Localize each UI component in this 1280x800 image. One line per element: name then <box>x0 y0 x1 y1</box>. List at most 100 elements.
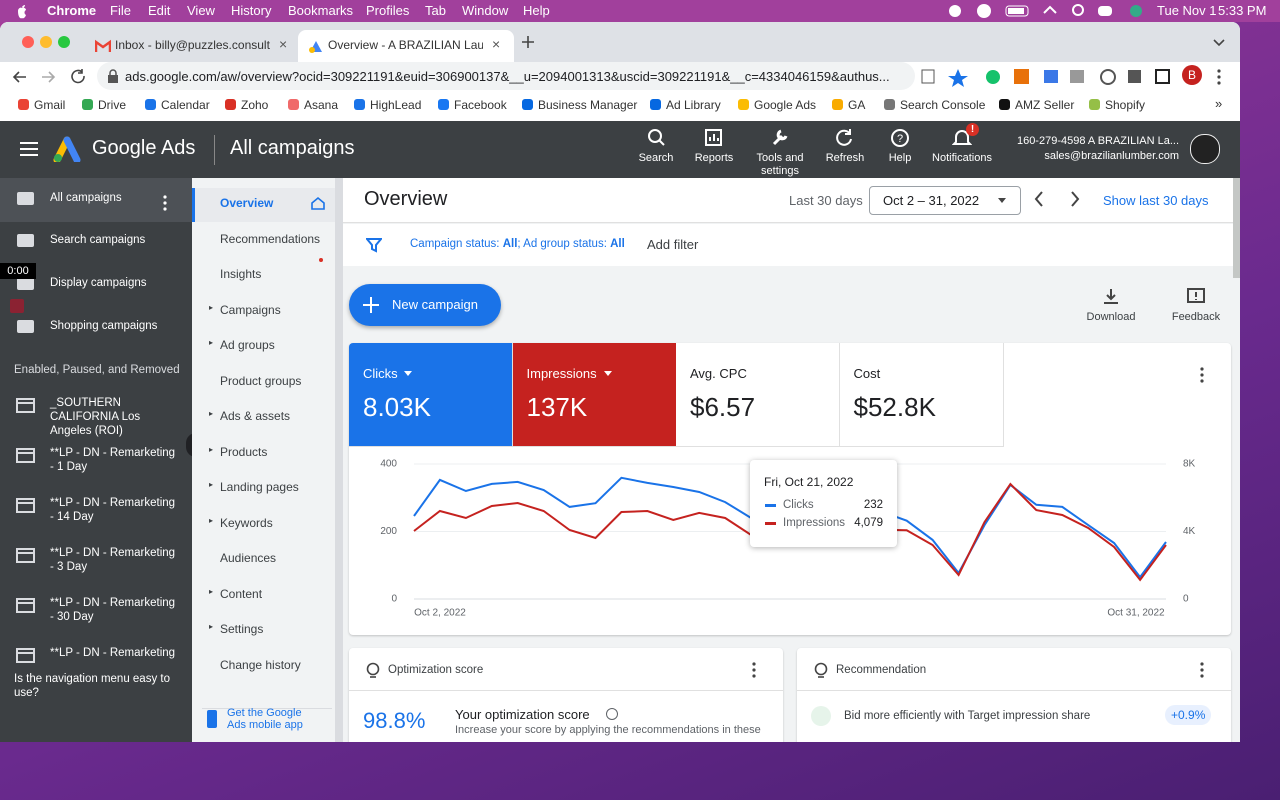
campaign-item[interactable]: **LP - DN - Remarketing - 3 Day <box>50 547 176 573</box>
menu-item[interactable]: Edit <box>148 3 171 18</box>
bookmark[interactable]: Facebook <box>454 98 507 112</box>
new-campaign-button[interactable]: New campaign <box>349 284 501 326</box>
metric-tile[interactable]: Avg. CPC $6.57 <box>676 343 840 447</box>
bookmark-icon <box>438 99 449 110</box>
tool-label[interactable]: Help <box>888 152 912 164</box>
svg-text:?: ? <box>897 133 903 145</box>
help-icon <box>606 708 618 720</box>
metric-value: $52.8K <box>853 392 936 422</box>
tab-close[interactable]: × <box>492 36 501 52</box>
card-menu <box>752 662 756 678</box>
promo-divider <box>202 708 332 709</box>
menu-item[interactable]: History <box>231 3 272 18</box>
page-nav-item[interactable]: Product groups <box>220 374 302 388</box>
rec-text[interactable]: Bid more efficiently with Target impress… <box>844 710 1091 722</box>
profile-button[interactable]: B <box>1182 65 1202 85</box>
expand-arrow: ▸ <box>209 338 214 347</box>
menu-item[interactable]: File <box>110 3 131 18</box>
metric-dropdown <box>603 371 612 376</box>
menu-item[interactable]: Window <box>462 3 509 18</box>
bookmark[interactable]: Search Console <box>900 98 986 112</box>
filter-icon <box>366 238 382 253</box>
menu-item[interactable]: View <box>187 3 215 18</box>
page-nav-item[interactable]: Change history <box>220 658 301 672</box>
new-campaign-label: New campaign <box>392 297 478 312</box>
bookmark[interactable]: Asana <box>304 98 339 112</box>
campaign-item[interactable]: **LP - DN - Remarketing - 30 Day <box>50 597 176 623</box>
campaign-view[interactable]: Shopping campaigns <box>50 320 158 332</box>
page-nav-item[interactable]: Ads & assets <box>220 409 291 423</box>
tab-close[interactable]: × <box>279 36 288 52</box>
filter-text[interactable]: Campaign status: All; Ad group status: A… <box>410 238 625 250</box>
bookmark[interactable]: Google Ads <box>754 98 817 112</box>
campaign-item[interactable]: _SOUTHERN CALIFORNIA Los Angeles (ROI) <box>50 397 141 437</box>
page-nav-item[interactable]: Settings <box>220 622 264 636</box>
page-nav-item[interactable]: Landing pages <box>220 480 299 494</box>
bookmark[interactable]: Drive <box>98 98 127 112</box>
scrollbar <box>335 178 343 742</box>
bookmark[interactable]: Ad Library <box>666 98 721 112</box>
dropdown-arrow <box>998 198 1006 203</box>
expand-arrow: ▸ <box>209 409 214 418</box>
bookmark[interactable]: AMZ Seller <box>1015 98 1075 112</box>
page-nav-item[interactable]: Campaigns <box>220 303 281 317</box>
survey-no[interactable]: No <box>123 740 140 742</box>
bookmark[interactable]: Zoho <box>241 98 269 112</box>
campaign-view[interactable]: All campaigns <box>50 192 122 204</box>
page-nav-item[interactable]: Recommendations <box>220 232 321 246</box>
action-label[interactable]: Download <box>1086 311 1136 323</box>
account-id[interactable]: 160-279-4598 A BRAZILIAN La... <box>1016 135 1179 147</box>
tool-label[interactable]: Tools and settings <box>756 152 804 177</box>
bookmark[interactable]: Calendar <box>161 98 210 112</box>
lock-icon <box>108 69 118 83</box>
bookmark[interactable]: Shopify <box>1105 98 1146 112</box>
page-nav-item[interactable]: Ad groups <box>220 338 275 352</box>
nav-buttons <box>12 69 85 84</box>
rec-icon <box>811 706 831 726</box>
page-nav-item[interactable]: Keywords <box>220 516 273 530</box>
bookmark[interactable]: Gmail <box>34 98 66 112</box>
tool-icon <box>705 129 722 146</box>
tool-label[interactable]: Notifications <box>932 152 992 164</box>
bookmark-icon <box>82 99 93 110</box>
metric-tile[interactable]: Impressions 137K <box>512 343 677 447</box>
action-label[interactable]: Feedback <box>1171 311 1221 323</box>
page-nav-item[interactable]: Insights <box>220 267 262 281</box>
bookmark[interactable]: GA <box>848 98 866 112</box>
page-nav-item[interactable]: Audiences <box>220 551 277 565</box>
bookmark-icon <box>354 99 365 110</box>
menu-item[interactable]: Tab <box>425 3 446 18</box>
account-avatar[interactable] <box>1190 134 1220 164</box>
campaign-view[interactable]: Display campaigns <box>50 277 147 289</box>
page-nav-item[interactable]: Overview <box>220 196 274 210</box>
bookmark[interactable]: Business Manager <box>538 98 638 112</box>
survey-question: Is the navigation menu easy to use? <box>14 673 170 699</box>
campaign-item[interactable]: **LP - DN - Remarketing - 1 Day <box>50 447 176 473</box>
date-dropdown[interactable]: Oct 2 – 31, 2022 <box>869 186 1021 215</box>
tab[interactable]: Inbox - billy@puzzles.consultin × <box>85 30 301 62</box>
tab[interactable]: Overview - A BRAZILIAN Laura × <box>298 30 514 62</box>
bookmark-icon <box>145 99 156 110</box>
address-bar[interactable]: ads.google.com/aw/overview?ocid=30922119… <box>97 62 915 90</box>
tool-label[interactable]: Refresh <box>825 152 865 164</box>
add-filter[interactable]: Add filter <box>647 237 699 252</box>
app-promo[interactable]: Get the Google Ads mobile app <box>227 707 303 731</box>
metric-tile[interactable]: Clicks 8.03K <box>349 343 513 447</box>
page-nav-item[interactable]: Products <box>220 445 268 459</box>
menu-item[interactable]: Profiles <box>366 3 410 18</box>
page-nav: Overview Recommendations Insights ▸ Campaign… <box>192 178 343 742</box>
campaign-view[interactable]: Search campaigns <box>50 234 146 246</box>
menu-item[interactable]: Bookmarks <box>288 3 354 18</box>
page-nav-item[interactable]: Content <box>220 587 263 601</box>
show-last[interactable]: Show last 30 days <box>1103 193 1209 208</box>
app-menu[interactable]: Chrome <box>47 3 97 18</box>
survey-yes[interactable]: Yes <box>58 740 79 742</box>
tool-label[interactable]: Search <box>638 152 674 164</box>
tool-label[interactable]: Reports <box>694 152 734 164</box>
tool-icon <box>836 129 852 146</box>
campaign-item[interactable]: **LP - DN - Remarketing - 14 Day <box>50 497 176 523</box>
metric-tile[interactable]: Cost $52.8K <box>839 343 1004 447</box>
menu-item[interactable]: Help <box>523 3 550 18</box>
bookmark[interactable]: HighLead <box>370 98 422 112</box>
account-email: sales@brazilianlumber.com <box>1044 150 1179 162</box>
